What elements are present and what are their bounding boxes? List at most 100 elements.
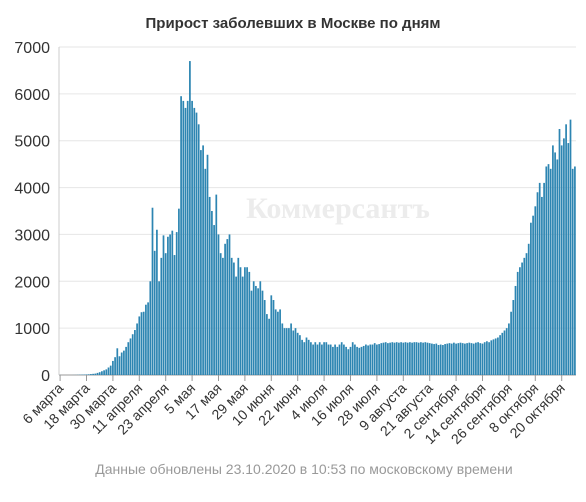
bar xyxy=(417,342,420,375)
bar xyxy=(211,211,213,375)
bar xyxy=(296,332,299,375)
bar xyxy=(365,344,367,375)
bars xyxy=(59,61,576,376)
bar xyxy=(475,342,477,375)
bar xyxy=(184,107,187,375)
bar xyxy=(349,346,352,375)
bar xyxy=(310,342,312,375)
bar xyxy=(263,300,266,375)
bar xyxy=(411,342,413,375)
y-tick-label: 0 xyxy=(41,368,50,385)
bar xyxy=(323,342,325,375)
bar xyxy=(197,124,200,375)
bar xyxy=(384,342,387,375)
bar xyxy=(503,330,506,375)
bar xyxy=(288,328,290,375)
bar xyxy=(446,343,449,375)
bar xyxy=(547,164,550,375)
bar xyxy=(186,100,189,375)
bar xyxy=(552,145,554,375)
bar xyxy=(213,225,215,375)
bar xyxy=(406,342,409,375)
bar xyxy=(523,257,526,375)
bar xyxy=(400,342,402,375)
y-tick-label: 3000 xyxy=(14,227,50,244)
bar xyxy=(169,234,171,375)
bar xyxy=(195,112,198,375)
bar xyxy=(549,168,552,375)
bar xyxy=(512,300,515,375)
bar xyxy=(123,350,125,375)
bar xyxy=(244,267,246,375)
bar xyxy=(206,154,209,375)
bar xyxy=(312,344,314,375)
bar xyxy=(554,152,556,375)
bar xyxy=(131,334,134,375)
bar xyxy=(175,232,178,375)
bar xyxy=(453,342,455,375)
bar xyxy=(514,285,517,375)
bar xyxy=(272,300,275,375)
bar xyxy=(252,281,255,375)
bar xyxy=(426,342,429,375)
bar xyxy=(250,290,253,375)
bar xyxy=(136,323,138,375)
bar xyxy=(472,343,475,375)
bar xyxy=(483,342,486,375)
bar xyxy=(127,342,130,375)
bar xyxy=(255,285,257,375)
bar xyxy=(336,346,339,375)
bar xyxy=(151,207,154,375)
bar xyxy=(314,342,317,375)
bar xyxy=(525,253,528,375)
bar xyxy=(334,344,336,375)
bar xyxy=(294,328,297,375)
bar xyxy=(257,288,259,375)
bar xyxy=(360,346,363,375)
bar xyxy=(156,229,158,375)
bar xyxy=(96,372,99,375)
bar xyxy=(354,344,356,375)
bar xyxy=(448,343,451,375)
bar xyxy=(109,365,112,375)
bar xyxy=(424,342,427,375)
bar xyxy=(237,257,240,375)
bar xyxy=(455,343,457,375)
bar xyxy=(241,276,244,375)
bar xyxy=(380,343,383,375)
bar xyxy=(444,344,446,375)
bar xyxy=(228,234,231,375)
bar xyxy=(182,100,185,375)
bar xyxy=(292,330,295,375)
bar xyxy=(217,234,220,375)
bar xyxy=(107,367,110,375)
bar xyxy=(329,344,332,375)
bar xyxy=(499,335,501,375)
y-tick-label: 4000 xyxy=(14,181,50,198)
bar xyxy=(189,61,191,376)
bar xyxy=(345,346,347,375)
bar xyxy=(105,369,108,375)
bar xyxy=(466,343,468,375)
bar xyxy=(389,342,391,375)
bar xyxy=(118,356,121,375)
y-tick-label: 5000 xyxy=(14,134,50,151)
bar xyxy=(167,236,169,375)
bar xyxy=(338,344,341,375)
bar xyxy=(305,337,308,375)
bar xyxy=(318,342,321,375)
bar xyxy=(261,290,264,375)
bar xyxy=(376,344,378,375)
bar xyxy=(347,349,350,375)
bar xyxy=(543,182,545,375)
bar xyxy=(560,145,563,375)
bar xyxy=(230,257,233,375)
bar xyxy=(464,343,466,375)
bar xyxy=(321,344,323,375)
bar xyxy=(532,215,534,375)
bar xyxy=(382,342,385,375)
bar xyxy=(477,342,479,375)
bar xyxy=(565,124,567,375)
bar xyxy=(501,332,504,375)
